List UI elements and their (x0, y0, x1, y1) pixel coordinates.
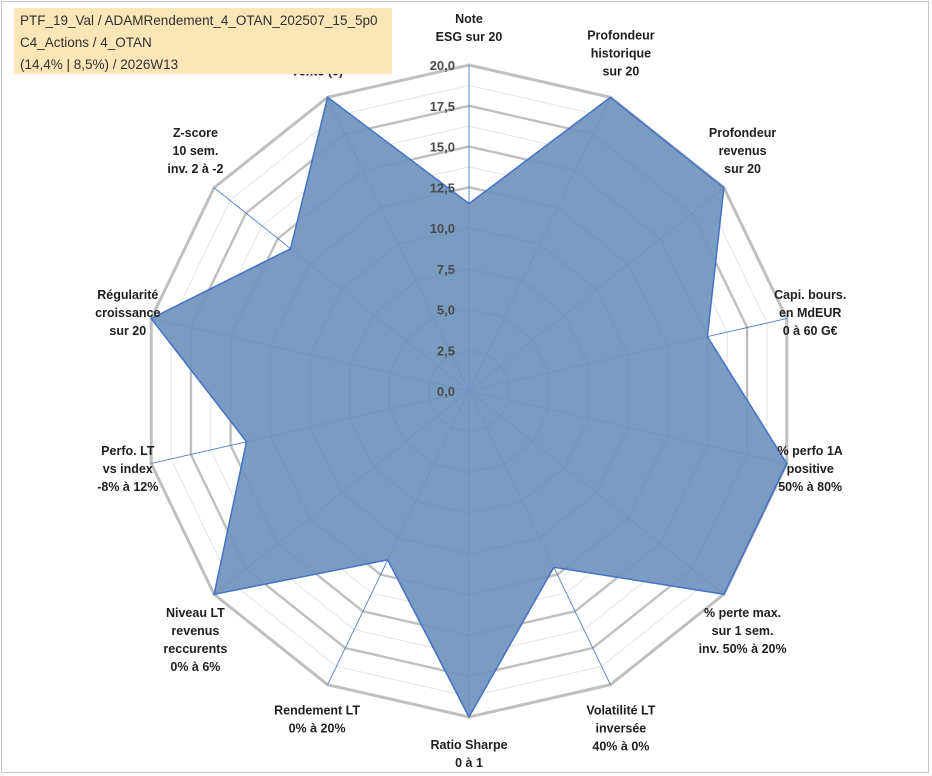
axis-label: Volatilité LT inversée 40% à 0% (586, 703, 655, 753)
axis-label-line: reccurents (163, 642, 227, 656)
radial-tick-labels: 0,0 2,5 5,0 7,5 10,0 12,5 15,0 17,5 20,0 (430, 58, 455, 399)
axis-label-line: ESG sur 20 (436, 30, 503, 44)
axis-label-line: 0% à 6% (170, 660, 220, 674)
axis-label-line: Profondeur (709, 126, 776, 140)
info-performance-week: (14,4% | 8,5%) / 2026W13 (20, 57, 179, 72)
axis-label: Profondeur revenus sur 20 (709, 126, 776, 176)
radial-tick-label: 15,0 (430, 140, 455, 155)
radial-tick-label: 17,5 (430, 99, 455, 114)
axis-label-line: inv. 2 à -2 (167, 162, 223, 176)
axis-label-line: inv. 50% à 20% (699, 642, 787, 656)
radial-tick-label: 12,5 (430, 180, 455, 195)
portfolio-info-box: PTF_19_Val / ADAMRendement_4_OTAN_202507… (14, 8, 392, 74)
axis-label-line: sur 20 (602, 65, 639, 79)
series-area (150, 96, 788, 719)
radial-tick-label: 0,0 (437, 384, 455, 399)
axis-label-line: Ratio Sharpe (430, 738, 507, 752)
axis-label-line: historique (591, 47, 651, 61)
axis-label-line: sur 20 (724, 162, 761, 176)
axis-label: Profondeur historique sur 20 (587, 29, 654, 79)
axis-label-line: 0% à 20% (289, 721, 346, 735)
axis-label: % perte max. sur 1 sem. inv. 50% à 20% (699, 606, 787, 656)
axis-labels: Note ESG sur 20 Profondeur historique sur 20… (95, 12, 846, 770)
axis-label-line: 10 sem. (172, 144, 218, 158)
axis-label-line: revenus (171, 624, 219, 638)
axis-label-line: -8% à 12% (97, 480, 158, 494)
axis-label: % perfo 1A positive 50% à 80% (778, 444, 843, 494)
axis-label-line: Z-score (173, 126, 218, 140)
axis-label: Ratio Sharpe 0 à 1 (430, 738, 507, 770)
axis-label-line: Note (455, 12, 483, 26)
axis-label-line: vs index (103, 462, 153, 476)
axis-label-line: Profondeur (587, 29, 654, 43)
axis-label: Note ESG sur 20 (436, 12, 503, 44)
axis-label-line: Capi. bours. (774, 288, 846, 302)
axis-label: Capi. bours. en MdEUR 0 à 60 G€ (774, 288, 846, 338)
axis-label-line: inversée (596, 721, 647, 735)
axis-label-line: positive (787, 462, 834, 476)
axis-label: Rendement LT 0% à 20% (274, 703, 360, 735)
axis-label-line: % perte max. (704, 606, 781, 620)
axis-label: Z-score 10 sem. inv. 2 à -2 (167, 126, 223, 176)
axis-label-line: 0 à 60 G€ (783, 324, 838, 338)
axis-label-line: sur 1 sem. (712, 624, 774, 638)
radial-tick-label: 20,0 (430, 58, 455, 73)
axis-label: Régularité croissance sur 20 (95, 288, 160, 338)
axis-label-line: 50% à 80% (778, 480, 842, 494)
axis-label-line: Rendement LT (274, 703, 360, 717)
info-portfolio-name: PTF_19_Val / ADAMRendement_4_OTAN_202507… (20, 13, 378, 28)
axis-label-line: Perfo. LT (101, 444, 155, 458)
axis-label-line: en MdEUR (779, 306, 842, 320)
axis-label: Niveau LT revenus reccurents 0% à 6% (163, 606, 227, 674)
info-category: C4_Actions / 4_OTAN (20, 35, 152, 50)
radial-tick-label: 5,0 (437, 303, 455, 318)
radial-tick-label: 7,5 (437, 262, 455, 277)
axis-label-line: sur 20 (109, 324, 146, 338)
axis-label-line: Régularité (97, 288, 158, 302)
axis-label-line: 0 à 1 (455, 756, 483, 770)
radial-tick-label: 10,0 (430, 221, 455, 236)
axis-label: Perfo. LT vs index -8% à 12% (97, 444, 158, 494)
radial-tick-label: 2,5 (437, 343, 455, 358)
axis-label-line: Niveau LT (166, 606, 225, 620)
axis-label-line: 40% à 0% (592, 739, 649, 753)
axis-label-line: revenus (719, 144, 767, 158)
axis-label-line: Volatilité LT (586, 703, 655, 717)
radar-series (150, 96, 788, 719)
axis-label-line: % perfo 1A (778, 444, 843, 458)
axis-label-line: croissance (95, 306, 160, 320)
